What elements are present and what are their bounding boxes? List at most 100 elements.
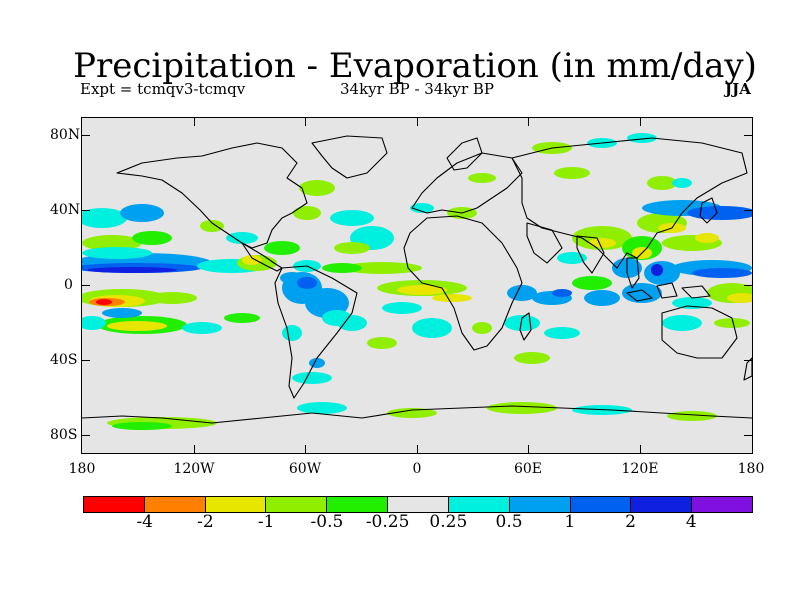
yellow-region xyxy=(107,321,167,331)
green-region xyxy=(514,352,550,364)
colorbar-label: -1 xyxy=(257,512,275,532)
cyan-region xyxy=(292,372,332,384)
lat-tick xyxy=(744,360,752,361)
cyan-region xyxy=(544,327,580,339)
colorbar-swatch xyxy=(266,497,328,512)
lat-tick xyxy=(82,135,90,136)
lat-label-40n: 40N xyxy=(50,202,81,218)
lat-tick xyxy=(82,360,90,361)
lat-tick xyxy=(82,285,90,286)
coastline xyxy=(311,135,388,179)
cyan-region xyxy=(672,178,692,188)
coastline xyxy=(403,215,523,351)
green-region xyxy=(132,231,172,245)
yellow-region xyxy=(695,233,719,243)
coastline xyxy=(116,142,308,249)
lon-tick xyxy=(528,118,529,126)
colorbar-swatch xyxy=(84,497,145,512)
green-region xyxy=(387,408,437,418)
cyan-region xyxy=(182,322,222,334)
coastline xyxy=(446,137,483,171)
colorbar-label: -0.5 xyxy=(310,512,344,532)
green-region xyxy=(224,313,260,323)
lat-tick xyxy=(744,135,752,136)
green-region xyxy=(472,322,492,334)
blue-region xyxy=(102,308,142,318)
coastline xyxy=(511,137,748,269)
yellow-region xyxy=(588,238,616,248)
green-region xyxy=(647,176,677,190)
blue-region xyxy=(692,268,752,278)
lon-tick xyxy=(194,445,195,453)
colorbar-label: -0.25 xyxy=(365,512,410,532)
colorbar-label: 1 xyxy=(564,512,576,532)
cyan-region xyxy=(82,247,152,259)
colorbar-swatch xyxy=(388,497,449,512)
coastline xyxy=(699,197,718,224)
cyan-region xyxy=(412,318,452,338)
lat-tick xyxy=(744,285,752,286)
lon-tick xyxy=(528,445,529,453)
coastline xyxy=(526,222,563,264)
map-title: Precipitation - Evaporation (in mm/day) xyxy=(73,46,757,86)
lat-tick xyxy=(82,435,90,436)
coastline xyxy=(626,257,640,289)
cyan-region xyxy=(282,325,302,341)
coastline xyxy=(743,357,752,381)
green-region xyxy=(147,292,197,304)
green-region xyxy=(342,262,422,274)
cyan-region xyxy=(410,203,434,213)
season-label: JJA xyxy=(725,80,751,98)
lon-label-180w: 180 xyxy=(68,461,96,477)
yellow-region xyxy=(432,294,472,302)
green-region xyxy=(367,337,397,349)
coastline xyxy=(661,305,738,359)
green-region xyxy=(299,180,335,196)
green-region xyxy=(334,242,370,254)
yellow-region xyxy=(242,255,262,265)
blue-region xyxy=(584,290,620,306)
coastline xyxy=(411,152,523,214)
green-region xyxy=(714,318,750,328)
cyan-region xyxy=(297,402,347,414)
colorbar-swatch xyxy=(631,497,693,512)
coastline xyxy=(82,405,752,424)
cyan-region xyxy=(557,252,587,264)
blue-region xyxy=(309,358,325,368)
green-region xyxy=(82,235,142,251)
colorbar-label: 2 xyxy=(625,512,636,532)
lon-label-180e: 180 xyxy=(737,461,765,477)
lon-label-60w: 60W xyxy=(288,461,322,477)
green-region xyxy=(264,241,300,255)
coastline xyxy=(681,285,711,299)
green-region xyxy=(293,206,321,220)
green-region xyxy=(554,167,590,179)
yellow-region xyxy=(727,293,752,303)
lat-label-80n: 80N xyxy=(50,127,81,143)
green-region xyxy=(322,263,362,273)
lat-label-40s: 40S xyxy=(50,352,78,368)
lon-tick xyxy=(305,445,306,453)
colorbar-swatch xyxy=(509,497,571,512)
cyan-region xyxy=(627,133,657,143)
cyan-region xyxy=(82,208,127,228)
coastline xyxy=(274,265,358,399)
lon-tick xyxy=(194,118,195,126)
blue-region xyxy=(120,204,164,222)
cyan-region xyxy=(382,302,422,314)
colorbar-swatch xyxy=(692,497,752,512)
cyan-region xyxy=(330,210,374,226)
cyan-region xyxy=(82,316,106,330)
lon-label-60e: 60E xyxy=(513,461,543,477)
lon-label-0: 0 xyxy=(412,461,422,477)
colorbar-label: 0.5 xyxy=(495,512,523,532)
cyan-region xyxy=(226,232,258,244)
blue-region xyxy=(687,206,752,220)
yellow-region xyxy=(397,285,447,295)
colorbar-swatch xyxy=(570,497,632,512)
coastline xyxy=(519,312,532,341)
red-region xyxy=(96,299,112,305)
lon-tick xyxy=(417,445,418,453)
colorbar-label: 0.25 xyxy=(429,512,468,532)
lon-tick xyxy=(305,118,306,126)
